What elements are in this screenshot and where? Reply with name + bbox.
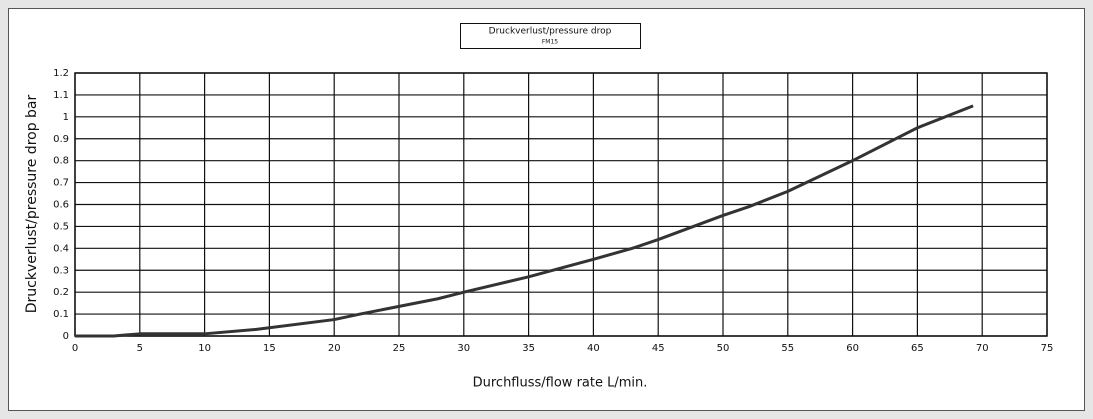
- x-tick-label: 20: [328, 343, 341, 354]
- chart-frame: [8, 8, 1085, 411]
- x-tick-label: 50: [717, 343, 730, 354]
- y-tick-label: 0.5: [53, 221, 69, 232]
- x-tick-label: 40: [587, 343, 600, 354]
- y-tick-label: 1: [63, 112, 69, 123]
- data-line: [75, 104, 974, 338]
- y-tick-label: 1.2: [53, 68, 69, 79]
- x-tick-label: 25: [393, 343, 406, 354]
- x-tick-label: 30: [457, 343, 470, 354]
- x-tick-label: 75: [1041, 343, 1054, 354]
- x-tick-label: 45: [652, 343, 665, 354]
- y-tick-label: 0.1: [53, 309, 69, 320]
- x-tick-label: 35: [522, 343, 535, 354]
- title-box: [460, 23, 641, 49]
- x-tick-label: 10: [198, 343, 211, 354]
- plot-border: [74, 72, 1048, 337]
- x-tick-label: 65: [911, 343, 924, 354]
- y-tick-label: 0.2: [53, 287, 69, 298]
- x-tick-label: 15: [263, 343, 276, 354]
- y-tick-label: 0: [63, 331, 69, 342]
- y-tick-label: 1.1: [53, 90, 69, 101]
- x-axis-label: Durchfluss/flow rate L/min.: [473, 376, 648, 391]
- x-tick-label: 60: [846, 343, 859, 354]
- y-tick-label: 0.6: [53, 200, 69, 211]
- y-tick-label: 0.9: [53, 134, 69, 145]
- x-tick-label: 5: [137, 343, 143, 354]
- x-tick-label: 0: [72, 343, 78, 354]
- chart-title: Druckverlust/pressure drop: [489, 27, 612, 37]
- y-axis-label: Druckverlust/pressure drop bar: [24, 95, 40, 314]
- chart-subtitle: FM15: [542, 39, 558, 46]
- y-tick-label: 0.4: [53, 243, 69, 254]
- y-tick-label: 0.8: [53, 156, 69, 167]
- y-tick-label: 0.3: [53, 265, 69, 276]
- x-tick-label: 70: [976, 343, 989, 354]
- y-tick-label: 0.7: [53, 178, 69, 189]
- x-tick-label: 55: [781, 343, 794, 354]
